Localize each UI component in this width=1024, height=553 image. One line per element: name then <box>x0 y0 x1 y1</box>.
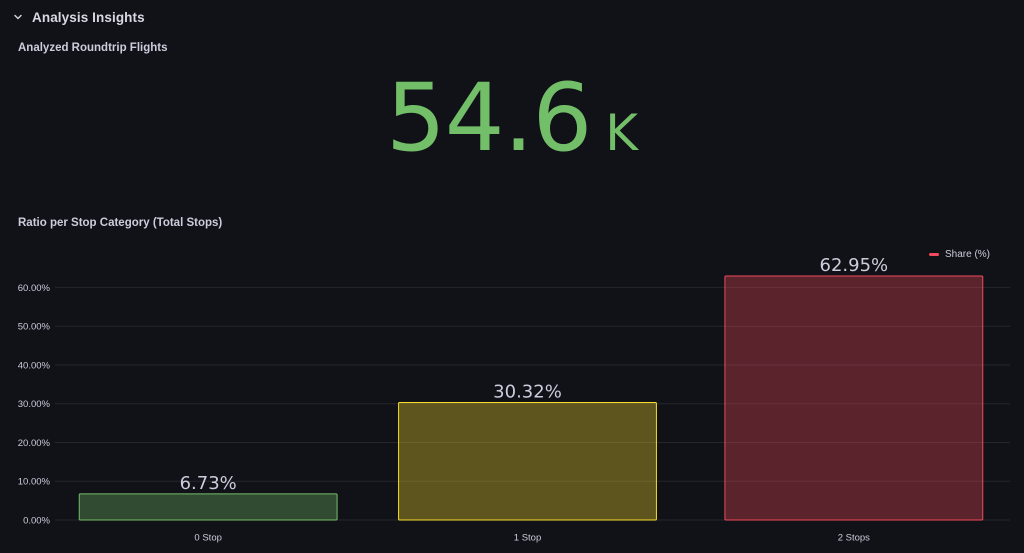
bar <box>724 275 984 521</box>
x-tick-label: 2 Stops <box>838 533 870 544</box>
bar-chart: 0.00% 10.00% 20.00% 30.00% 40.00% 50.00% 60.00… <box>18 255 1010 544</box>
y-tick-label: 0.00% <box>23 516 50 527</box>
y-tick-label: 30.00% <box>18 399 51 410</box>
y-tick-label: 60.00% <box>18 283 51 294</box>
stat-panel-title: Analyzed Roundtrip Flights <box>18 42 168 54</box>
legend-swatch <box>929 253 939 256</box>
chart-legend-item[interactable]: Share (%) <box>929 249 990 260</box>
chevron-down-icon[interactable] <box>12 11 24 23</box>
y-tick-label: 40.00% <box>18 360 51 371</box>
stat-value: 54.6 K <box>0 72 1024 166</box>
row-header-analysis-insights[interactable]: Analysis Insights <box>12 7 145 27</box>
bar-value-label: 30.32% <box>493 381 562 402</box>
y-tick-label: 50.00% <box>18 322 51 333</box>
chart-panel-title: Ratio per Stop Category (Total Stops) <box>18 217 223 229</box>
bar <box>78 493 338 521</box>
y-tick-label: 10.00% <box>18 477 51 488</box>
bar-value-label: 6.73% <box>180 473 237 494</box>
bar <box>398 401 657 521</box>
bar-value-label: 62.95% <box>820 255 889 276</box>
stat-value-unit: K <box>605 104 639 162</box>
x-tick-label: 1 Stop <box>514 533 541 544</box>
legend-label: Share (%) <box>945 249 991 260</box>
stat-value-number: 54.6 <box>385 64 592 173</box>
row-title: Analysis Insights <box>32 9 145 25</box>
x-tick-label: 0 Stop <box>194 533 221 544</box>
y-tick-label: 20.00% <box>18 438 51 449</box>
